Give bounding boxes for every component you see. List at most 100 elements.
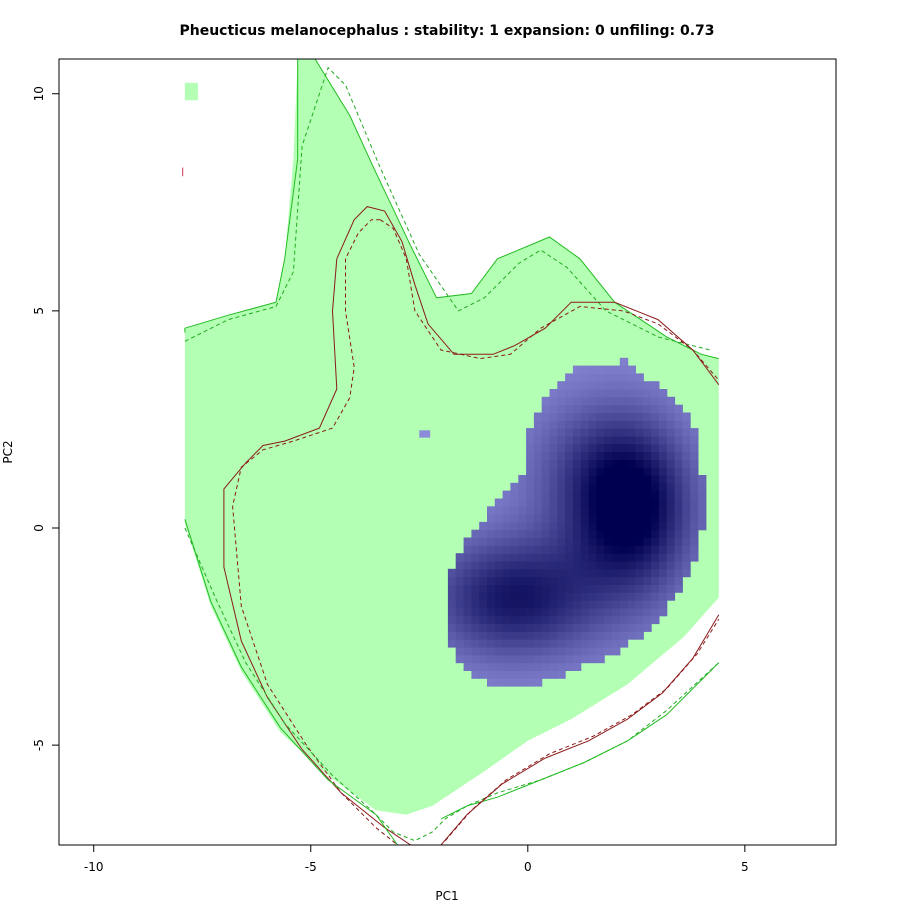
density-cell: [502, 568, 511, 578]
density-cell: [541, 451, 551, 460]
density-cell: [643, 404, 652, 414]
density-cell: [643, 451, 652, 460]
density-cell: [666, 396, 676, 406]
density-cell: [549, 396, 558, 406]
density-cell: [549, 404, 558, 414]
density-cell: [526, 482, 535, 492]
density-cell: [666, 553, 676, 562]
density-cell: [612, 529, 621, 539]
density-cell: [502, 561, 511, 570]
density-cell: [549, 670, 558, 679]
density-cell: [604, 537, 613, 546]
envelope-contour: [379, 219, 720, 381]
density-cell: [674, 451, 683, 460]
density-cell: [533, 654, 543, 664]
density-cell: [635, 537, 644, 546]
density-cell: [494, 576, 504, 585]
density-cell: [557, 537, 566, 546]
density-cell: [627, 373, 636, 382]
density-cell: [487, 615, 496, 625]
density-cell: [674, 420, 683, 429]
density-cell: [596, 537, 605, 546]
density-cell: [627, 607, 636, 617]
density-cell: [502, 545, 511, 554]
density-cell: [526, 475, 535, 484]
density-cell: [487, 561, 496, 570]
density-cell: [674, 459, 683, 468]
density-cell: [533, 615, 543, 625]
density-cell: [643, 396, 652, 406]
density-cell: [698, 514, 707, 523]
density-cell: [627, 459, 636, 468]
density-cell: [533, 670, 543, 679]
density-cell: [572, 514, 582, 523]
density-cell: [588, 553, 597, 562]
density-cell: [580, 592, 590, 601]
density-cell: [518, 545, 527, 554]
density-cell: [463, 568, 472, 578]
density-cell: [494, 584, 504, 593]
density-cell: [549, 412, 558, 421]
density-cell: [572, 506, 582, 515]
density-cell: [510, 576, 519, 585]
density-cell: [666, 506, 676, 515]
density-cell: [604, 451, 613, 460]
y-tick-label: 5: [32, 307, 46, 315]
density-cell: [526, 623, 535, 632]
density-cell: [541, 647, 551, 656]
density-cell: [487, 576, 496, 585]
density-cell: [541, 459, 551, 468]
density-cell: [643, 584, 652, 593]
density-cell: [682, 412, 691, 421]
density-cell: [588, 647, 597, 656]
density-cell: [643, 490, 652, 499]
density-cell: [580, 568, 590, 578]
density-cell: [690, 443, 699, 453]
density-cell: [471, 607, 480, 617]
density-cell: [588, 381, 597, 390]
density-cell: [541, 443, 551, 453]
density-cell: [541, 545, 551, 554]
density-cell: [510, 600, 519, 609]
density-cell: [541, 420, 551, 429]
density-cell: [604, 592, 613, 601]
density-cell: [479, 568, 488, 578]
density-cell: [533, 592, 543, 601]
density-cell: [580, 639, 590, 648]
x-tick-label: 0: [524, 860, 532, 874]
density-cell: [588, 451, 597, 460]
density-cell: [666, 592, 676, 601]
density-cell: [580, 420, 590, 429]
density-cell: [619, 498, 629, 507]
density-cell: [541, 553, 551, 562]
density-cell: [549, 631, 558, 640]
density-cell: [635, 529, 644, 539]
density-cell: [518, 600, 527, 609]
density-cell: [658, 584, 668, 593]
density-cell: [526, 428, 535, 437]
density-cell: [612, 615, 621, 625]
density-cell: [666, 404, 676, 414]
density-cell: [565, 381, 574, 390]
density-cell: [533, 631, 543, 640]
density-cell: [533, 576, 543, 585]
density-cell: [627, 576, 636, 585]
density-cell: [580, 631, 590, 640]
density-cell: [666, 498, 676, 507]
density-cell: [619, 592, 629, 601]
density-cell: [541, 568, 551, 578]
density-cell: [612, 482, 621, 492]
density-cell: [596, 514, 605, 523]
density-cell: [549, 428, 558, 437]
density-cell: [682, 482, 691, 492]
density-cell: [526, 451, 535, 460]
density-cell: [565, 482, 574, 492]
density-cell: [635, 506, 644, 515]
density-cell: [580, 428, 590, 437]
density-cell: [541, 584, 551, 593]
density-cell: [541, 428, 551, 437]
density-cell: [674, 514, 683, 523]
density-cell: [658, 521, 668, 531]
density-cell: [612, 521, 621, 531]
density-cell: [666, 435, 676, 445]
